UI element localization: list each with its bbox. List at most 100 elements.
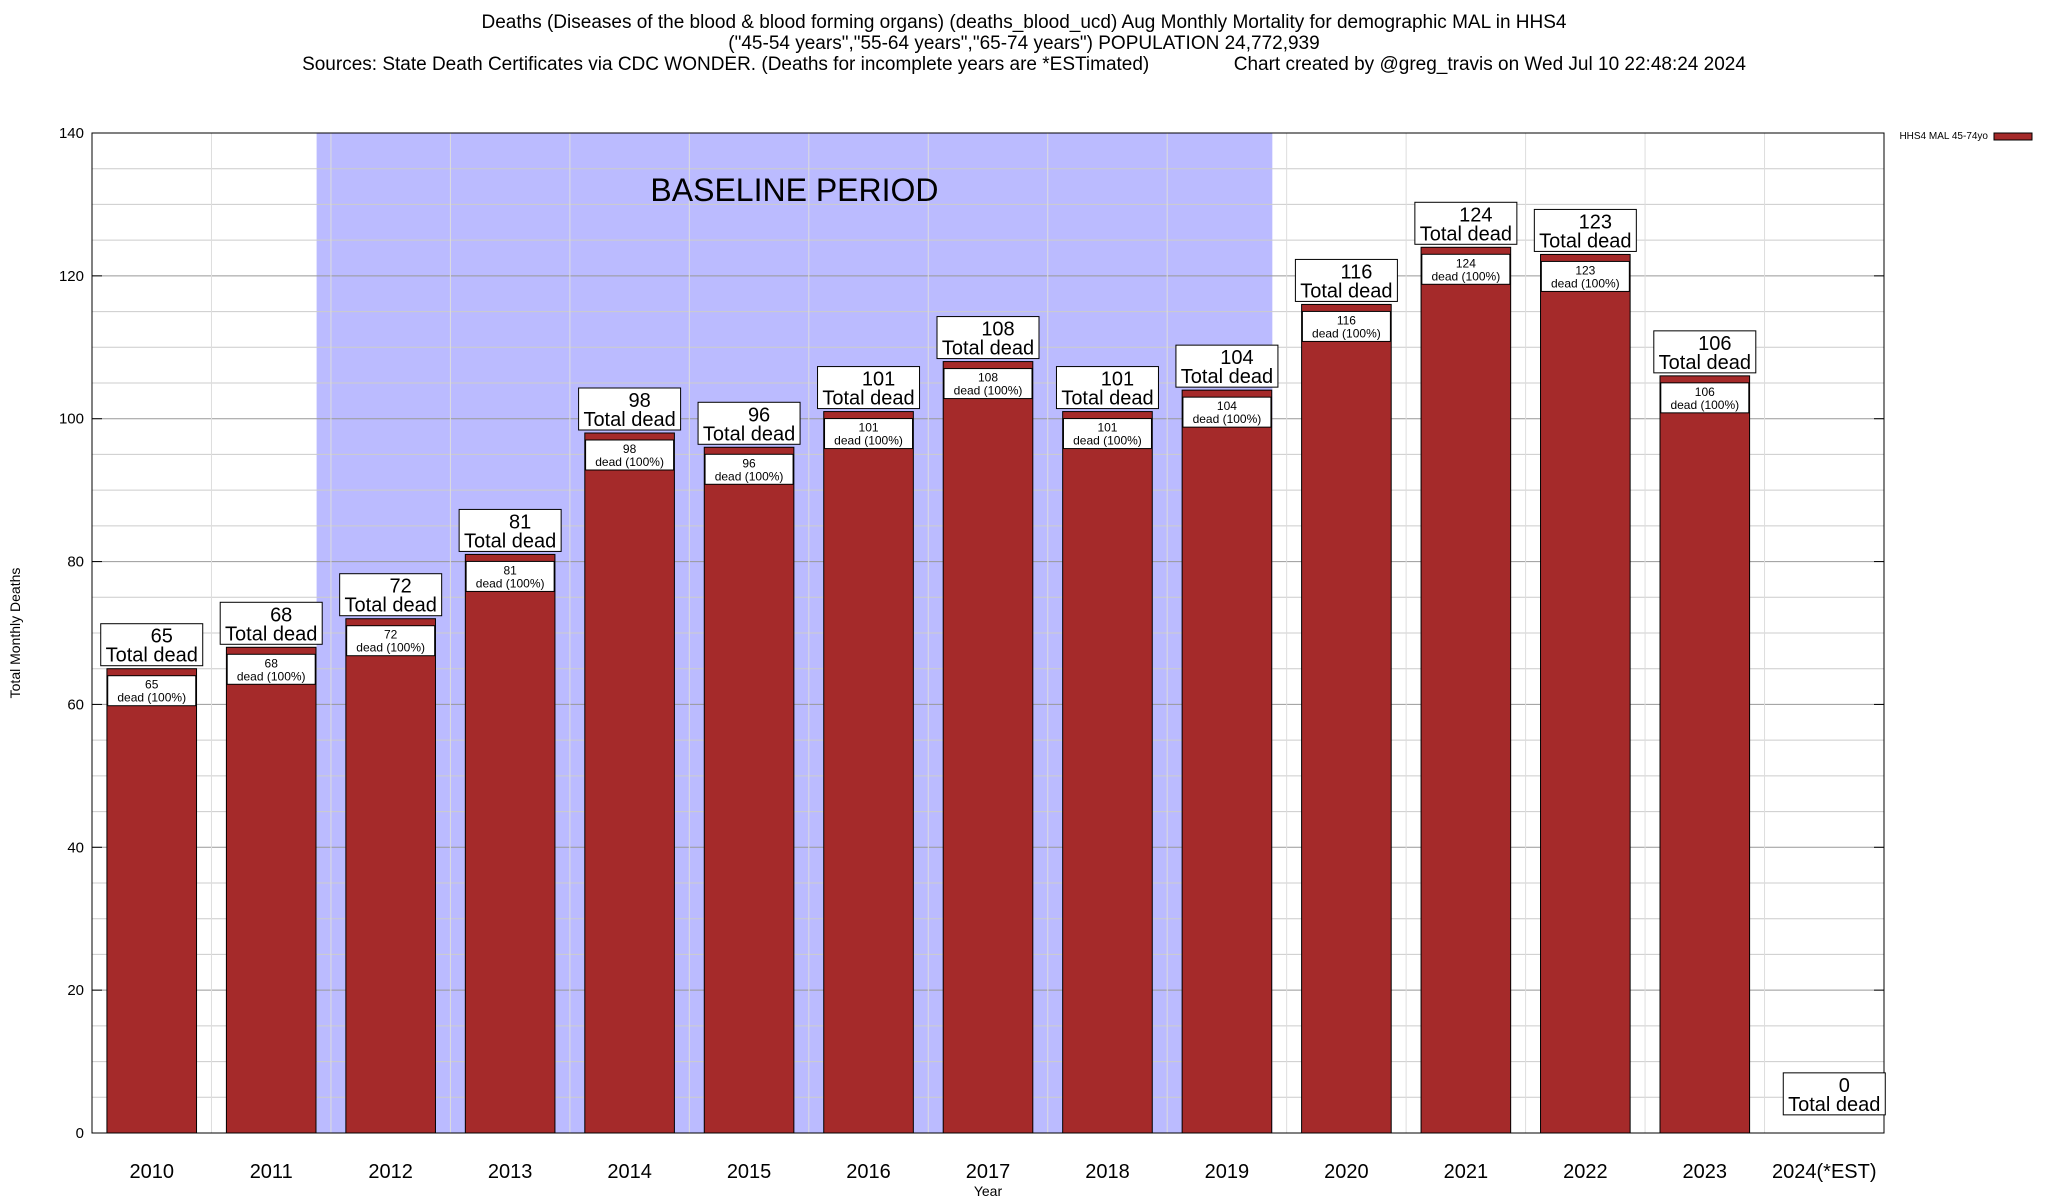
bar-inner-label-box xyxy=(943,368,1033,400)
x-tick-label: 2014 xyxy=(607,1161,652,1183)
bar-total-label-box xyxy=(817,366,921,410)
bar xyxy=(584,432,675,1134)
x-tick-label: 2023 xyxy=(1683,1161,1728,1183)
bar-total-label: Total dead xyxy=(106,645,198,667)
bar-total-value: 101 xyxy=(1101,369,1134,391)
bar-inner-label-box xyxy=(107,675,197,707)
bar-total-value: 98 xyxy=(628,390,650,412)
bar-total-label: Total dead xyxy=(703,423,795,445)
x-tick-label: 2021 xyxy=(1444,1161,1489,1183)
bar xyxy=(464,553,556,1134)
bar xyxy=(345,618,436,1134)
bar-total-label: Total dead xyxy=(942,338,1034,360)
y-tick-label: 100 xyxy=(59,411,84,428)
bar-inner-value: 104 xyxy=(1217,399,1237,413)
bar-inner-label: dead (100%) xyxy=(356,641,425,655)
x-tick-label: 2019 xyxy=(1205,1161,1250,1183)
bar-inner-value: 81 xyxy=(503,563,517,577)
bar-total-label: Total dead xyxy=(464,530,556,552)
bar-total-value: 108 xyxy=(981,319,1014,341)
x-axis-label: Year xyxy=(974,1183,1003,1199)
bar-total-label: Total dead xyxy=(1181,366,1273,388)
bar-inner-label-box xyxy=(1660,382,1750,414)
bar xyxy=(1420,246,1512,1134)
bar-total-label-box xyxy=(1533,208,1637,252)
bar xyxy=(106,668,198,1134)
bar-total-label: Total dead xyxy=(583,409,675,431)
bar-inner-label: dead (100%) xyxy=(1193,412,1262,426)
bar-inner-label: dead (100%) xyxy=(1432,269,1501,283)
bar-inner-label: dead (100%) xyxy=(1073,434,1142,448)
bar-total-label-box xyxy=(1175,344,1279,388)
bar-total-label: Total dead xyxy=(1300,280,1392,302)
bar-total-label-box xyxy=(458,508,562,552)
x-tick-label: 2020 xyxy=(1324,1161,1369,1183)
legend-swatch xyxy=(1993,132,2033,141)
bar-total-value: 68 xyxy=(270,604,292,626)
bar-total-value: 0 xyxy=(1839,1075,1850,1097)
bar-total-label: Total dead xyxy=(822,388,914,410)
y-tick-label: 0 xyxy=(76,1125,84,1142)
bar xyxy=(1181,389,1273,1134)
bar-inner-value: 106 xyxy=(1695,385,1715,399)
bar-inner-label-box xyxy=(1182,396,1272,428)
bar xyxy=(1659,375,1751,1134)
bar-inner-label-box xyxy=(226,653,316,685)
bar-inner-label-box xyxy=(1301,310,1391,342)
bar-inner-label-box xyxy=(346,625,436,657)
chart-title-line-3: Sources: State Death Certificates via CD… xyxy=(302,54,1746,75)
bar-total-value: 124 xyxy=(1459,204,1492,226)
x-tick-label: 2018 xyxy=(1085,1161,1130,1183)
bar-inner-label: dead (100%) xyxy=(117,691,186,705)
bar-inner-label: dead (100%) xyxy=(1551,276,1620,290)
x-tick-label: 2016 xyxy=(846,1161,891,1183)
y-axis-label: Total Monthly Deaths xyxy=(7,568,23,699)
bar-inner-label-box xyxy=(704,453,794,485)
y-tick-label: 40 xyxy=(67,839,84,856)
x-tick-label: 2013 xyxy=(488,1161,533,1183)
bar-inner-label-box xyxy=(1421,253,1511,285)
y-tick-label: 60 xyxy=(67,696,84,713)
bar-total-label: Total dead xyxy=(1788,1094,1880,1116)
bar-total-label: Total dead xyxy=(1420,223,1512,245)
bar-inner-label: dead (100%) xyxy=(715,469,784,483)
chart-title-line-2: ("45-54 years","55-64 years","65-74 year… xyxy=(728,33,1320,54)
bar-inner-value: 72 xyxy=(384,628,398,642)
bar-total-label-box xyxy=(936,316,1040,360)
bar-total-label-box xyxy=(1782,1072,1886,1116)
bar-inner-label: dead (100%) xyxy=(954,384,1023,398)
bar-inner-label-box xyxy=(824,418,914,450)
bar-total-label-box xyxy=(219,601,323,645)
bar xyxy=(942,361,1034,1134)
y-tick-label: 80 xyxy=(67,554,84,571)
bar-inner-value: 96 xyxy=(742,456,756,470)
bar-total-label-box xyxy=(578,387,682,431)
bar-total-value: 72 xyxy=(390,576,412,598)
legend-entry-label: HHS4 MAL 45-74yo xyxy=(1899,131,1988,142)
bar-total-label-box xyxy=(1653,330,1757,374)
baseline-period-label: BASELINE PERIOD xyxy=(650,172,938,208)
bar-total-label: Total dead xyxy=(225,623,317,645)
bar-inner-value: 101 xyxy=(859,421,879,435)
bar-inner-label-box xyxy=(1062,418,1152,450)
x-tick-label: 2012 xyxy=(368,1161,413,1183)
bar-total-value: 104 xyxy=(1220,347,1253,369)
bar-total-label-box xyxy=(1055,366,1159,410)
bar-total-label: Total dead xyxy=(1659,352,1751,374)
x-tick-label: 2010 xyxy=(129,1161,174,1183)
bar-inner-label: dead (100%) xyxy=(1312,326,1381,340)
bar-inner-label: dead (100%) xyxy=(237,669,306,683)
bar-inner-label-box xyxy=(465,560,555,592)
bar-inner-label: dead (100%) xyxy=(834,434,903,448)
bar xyxy=(225,646,317,1134)
bar-total-value: 65 xyxy=(151,626,173,648)
bar-inner-value: 65 xyxy=(145,678,159,692)
bar-inner-label: dead (100%) xyxy=(595,455,664,469)
bar-inner-value: 123 xyxy=(1575,263,1595,277)
y-tick-label: 140 xyxy=(59,125,84,142)
bar-total-value: 101 xyxy=(862,369,895,391)
x-tick-label: 2024(*EST) xyxy=(1772,1161,1877,1183)
bar-total-label-box xyxy=(1414,201,1518,245)
x-tick-label: 2022 xyxy=(1563,1161,1608,1183)
